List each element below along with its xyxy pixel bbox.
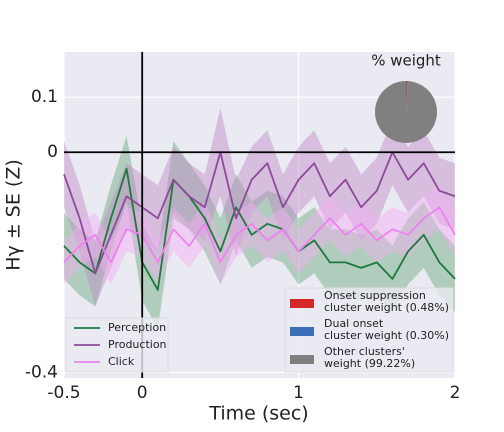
y-tick-label: -0.4 [25,362,58,382]
pie-legend-label: Other clusters' [324,345,405,358]
ticks: -0.5 0 1 2 0.1 0 -0.4 [25,87,461,403]
pie-legend-swatch [290,299,314,308]
pie-legend-label: cluster weight (0.48%) [324,301,449,314]
pie-legend-swatch [290,355,314,364]
legend-label: Perception [108,321,166,334]
legend-label: Click [108,355,135,368]
x-tick-label: -0.5 [47,383,80,403]
pie-slice [406,81,407,112]
y-tick-label: 0 [47,142,58,162]
pie-title: % weight [371,52,441,70]
x-tick-label: 1 [293,383,304,403]
legend-label: Production [108,338,167,351]
x-tick-label: 0 [137,383,148,403]
x-axis-label: Time (sec) [208,403,308,425]
series-line [63,206,456,264]
y-tick-label: 0.1 [31,87,58,107]
pie-slice [406,81,408,112]
pie-legend-swatch [290,327,314,336]
pie-legend-label: Onset suppression [324,289,426,302]
y-axis-label: Hγ ± SE (Z) [3,159,25,270]
legend: Perception Production Click [65,317,169,373]
pie-legend-label: Dual onset [324,317,384,330]
series-line [63,167,456,291]
series-line [63,151,456,275]
x-tick-label: 2 [450,383,461,403]
pie-legend-label: weight (99.22%) [324,357,415,370]
lines [63,151,456,291]
pie-legend-label: cluster weight (0.30%) [324,329,449,342]
pie-slice [374,81,437,143]
